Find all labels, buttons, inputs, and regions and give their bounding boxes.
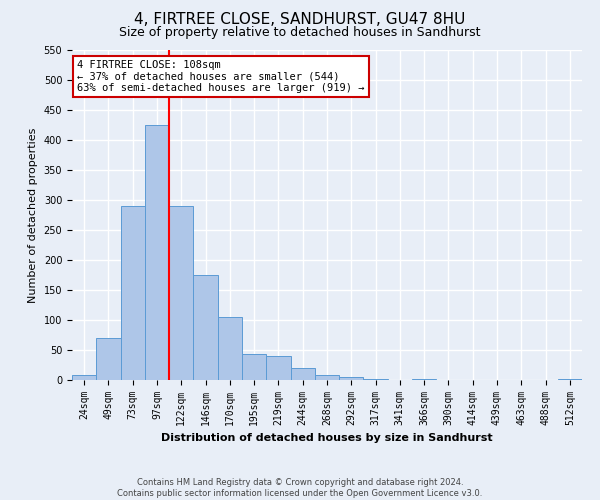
Bar [121, 206, 145, 380]
Bar [193, 275, 218, 380]
Bar [315, 375, 339, 380]
Bar [218, 317, 242, 380]
Y-axis label: Number of detached properties: Number of detached properties [28, 128, 38, 302]
Bar [339, 377, 364, 380]
Text: 4, FIRTREE CLOSE, SANDHURST, GU47 8HU: 4, FIRTREE CLOSE, SANDHURST, GU47 8HU [134, 12, 466, 28]
Text: Size of property relative to detached houses in Sandhurst: Size of property relative to detached ho… [119, 26, 481, 39]
Bar [364, 379, 388, 380]
Bar [96, 338, 121, 380]
Text: 4 FIRTREE CLOSE: 108sqm
← 37% of detached houses are smaller (544)
63% of semi-d: 4 FIRTREE CLOSE: 108sqm ← 37% of detache… [77, 60, 365, 93]
Bar [72, 375, 96, 380]
X-axis label: Distribution of detached houses by size in Sandhurst: Distribution of detached houses by size … [161, 434, 493, 444]
Bar [242, 354, 266, 380]
Bar [169, 206, 193, 380]
Bar [145, 125, 169, 380]
Bar [266, 356, 290, 380]
Bar [558, 379, 582, 380]
Bar [290, 368, 315, 380]
Text: Contains HM Land Registry data © Crown copyright and database right 2024.
Contai: Contains HM Land Registry data © Crown c… [118, 478, 482, 498]
